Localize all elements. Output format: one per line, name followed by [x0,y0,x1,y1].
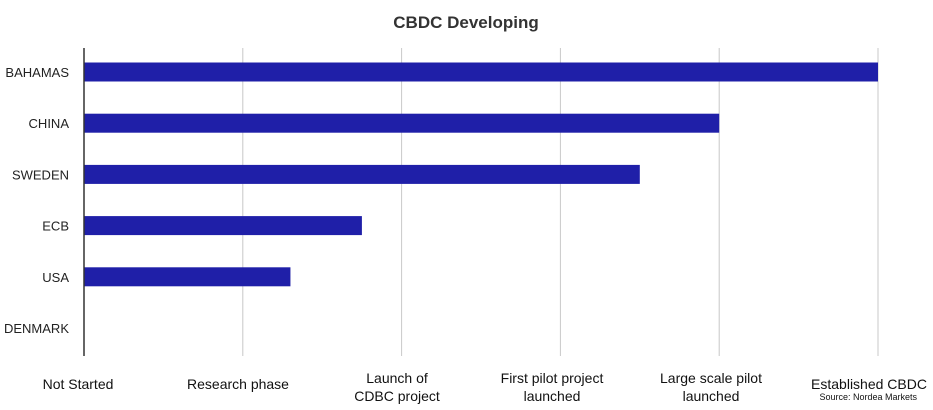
x-tick-label: Not Started [43,376,114,392]
x-tick-labels: Not Started Research phase Launch of CDBC p… [43,370,927,404]
category-label: ECB [42,219,69,234]
bar-china [84,113,720,133]
gridlines [242,48,879,356]
category-labels: BAHAMAS CHINA SWEDEN ECB USA DENMARK [4,65,69,336]
x-tick-label: Established CBDC [811,376,927,392]
bar-usa [84,267,291,287]
category-label: USA [42,270,69,285]
bar-sweden [84,164,640,184]
category-label: DENMARK [4,321,69,336]
source-note: Source: Nordea Markets [819,392,917,402]
bar-bahamas [84,62,878,82]
x-tick-label: Research phase [187,376,289,392]
category-label: BAHAMAS [5,65,69,80]
bar-ecb [84,216,362,236]
category-label: CHINA [29,116,70,131]
x-tick-label: Launch of CDBC project [354,370,440,404]
category-label: SWEDEN [12,167,69,182]
x-tick-label: Large scale pilot launched [660,370,762,404]
x-tick-label: First pilot project launched [501,370,604,404]
chart-title: CBDC Developing [393,13,538,32]
bars [84,62,878,287]
